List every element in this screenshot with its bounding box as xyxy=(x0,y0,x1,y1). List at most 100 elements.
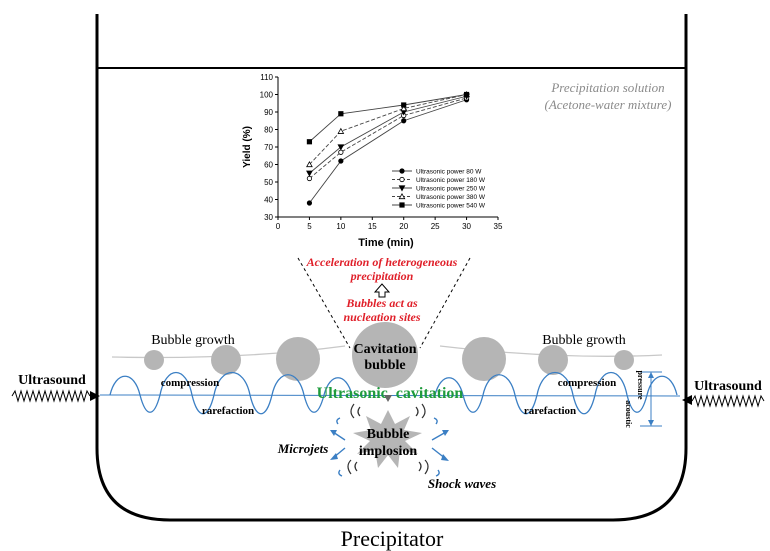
vessel-outline xyxy=(95,14,688,522)
data-point xyxy=(401,102,407,108)
x-tick-label: 10 xyxy=(336,222,345,231)
series-line xyxy=(309,97,467,179)
y-tick-label: 40 xyxy=(264,196,273,205)
implosion-burst xyxy=(353,410,422,468)
data-point xyxy=(306,175,313,182)
compression-label-left: compression xyxy=(161,377,219,389)
nucleation-label-line2: nucleation sites xyxy=(343,310,420,324)
small-inward-arrow-icon xyxy=(384,395,392,402)
y-tick-label: 50 xyxy=(264,178,273,187)
rarefaction-label-right: rarefaction xyxy=(524,405,576,417)
ultrasound-arrow-left-icon xyxy=(90,391,100,401)
pressure-label: pressure xyxy=(636,370,645,399)
cavitation-bubble xyxy=(352,322,418,388)
solution-label-line2: (Acetone-water mixture) xyxy=(545,97,672,112)
bubble-growth-label-right: Bubble growth xyxy=(542,333,626,348)
acceleration-label-line2: precipitation xyxy=(350,269,414,283)
bubble-medium-right xyxy=(538,345,568,375)
x-tick-label: 35 xyxy=(494,222,503,231)
ultrasound-zigzag-left xyxy=(11,389,91,403)
ultrasound-label-right: Ultrasound xyxy=(694,379,762,394)
pressure-arrow-up-icon xyxy=(648,372,654,378)
data-point xyxy=(337,127,345,134)
funnel-line-left xyxy=(297,257,351,349)
x-tick-label: 30 xyxy=(462,222,471,231)
data-point xyxy=(306,200,313,206)
rarefaction-label-left: rarefaction xyxy=(202,405,254,417)
data-point xyxy=(338,111,344,117)
data-point xyxy=(306,160,313,168)
legend-label: Ultrasonic power 540 W xyxy=(416,203,486,210)
series-line xyxy=(309,94,467,165)
cavitation-bubble-label-line2: bubble xyxy=(364,358,405,373)
y-tick-label: 110 xyxy=(260,73,273,82)
pressure-arrow-down-icon xyxy=(648,420,654,426)
ultrasound-label-left: Ultrasound xyxy=(18,373,86,388)
data-point xyxy=(399,202,405,208)
series-line xyxy=(309,94,467,143)
acoustic-label: acoustic xyxy=(624,400,633,428)
ultrasonic-cavitation-label: Ultrasonic cavitation xyxy=(317,385,464,402)
up-arrow-icon xyxy=(373,283,391,298)
implosion-label-line2: implosion xyxy=(359,444,418,459)
data-point xyxy=(399,176,405,183)
data-point xyxy=(337,144,345,151)
series-line xyxy=(309,99,467,204)
y-tick-label: 80 xyxy=(264,126,273,135)
legend-label: Ultrasonic power 80 W xyxy=(416,169,482,176)
chart-ticks: 0 5 10 15 20 25 30 35 30 40 50 60 70 80 90 100 110 xyxy=(260,73,503,231)
bubble-small-left xyxy=(144,350,164,370)
bubble-growth-label-left: Bubble growth xyxy=(151,333,235,348)
data-point xyxy=(463,91,470,98)
x-tick-label: 15 xyxy=(368,222,377,231)
compression-label-right: compression xyxy=(558,377,616,389)
y-tick-label: 90 xyxy=(264,108,273,117)
data-point xyxy=(306,139,313,145)
data-point xyxy=(306,170,313,177)
yield-chart: 0 5 10 15 20 25 30 35 30 40 50 60 70 80 90 100 110 Ultra… xyxy=(242,73,503,249)
x-tick-label: 0 xyxy=(276,222,281,231)
cavitation-bubble-label-line1: Cavitation xyxy=(354,342,417,357)
ultrasound-arrow-right-icon xyxy=(682,395,692,405)
x-tick-label: 25 xyxy=(431,222,440,231)
ultrasonic-wave-right xyxy=(434,371,678,415)
solution-label-line1: Precipitation solution xyxy=(550,80,664,95)
y-tick-label: 100 xyxy=(260,91,274,100)
chart-x-axis-label: Time (min) xyxy=(358,237,414,249)
precipitator-label: Precipitator xyxy=(341,526,444,551)
shock-waves-label: Shock waves xyxy=(428,476,496,491)
x-tick-label: 20 xyxy=(399,222,408,231)
ultrasound-zigzag-right xyxy=(691,394,765,408)
data-point xyxy=(399,168,405,174)
implosion-label-line1: Bubble xyxy=(367,427,410,442)
data-point xyxy=(338,149,344,155)
bubble-large-right xyxy=(462,337,506,381)
y-tick-label: 60 xyxy=(264,161,273,170)
data-point xyxy=(401,118,407,124)
y-tick-label: 70 xyxy=(264,143,273,152)
ultrasonic-wave-left xyxy=(109,371,353,415)
funnel-line-right xyxy=(419,257,471,349)
legend-label: Ultrasonic power 250 W xyxy=(416,186,486,193)
data-point xyxy=(400,104,408,112)
legend-label: Ultrasonic power 180 W xyxy=(416,177,486,184)
data-point xyxy=(398,192,406,200)
shock-wave-arcs-icon xyxy=(347,403,429,475)
series-line xyxy=(309,95,467,174)
bubble-small-right xyxy=(614,350,634,370)
data-point xyxy=(338,158,344,164)
microjet-arrows-icon xyxy=(330,417,449,477)
data-point xyxy=(398,185,406,192)
bubble-large-left xyxy=(276,337,320,381)
chart-y-axis-label: Yield (%) xyxy=(242,126,253,168)
microjets-label: Microjets xyxy=(277,441,329,456)
acceleration-label-line1: Acceleration of heterogeneous xyxy=(306,255,458,269)
y-tick-label: 30 xyxy=(264,213,273,222)
chart-series xyxy=(306,90,470,206)
legend-label: Ultrasonic power 380 W xyxy=(416,194,486,201)
bubble-medium-left xyxy=(211,345,241,375)
nucleation-label-line1: Bubbles act as xyxy=(345,296,418,310)
x-tick-label: 5 xyxy=(307,222,312,231)
